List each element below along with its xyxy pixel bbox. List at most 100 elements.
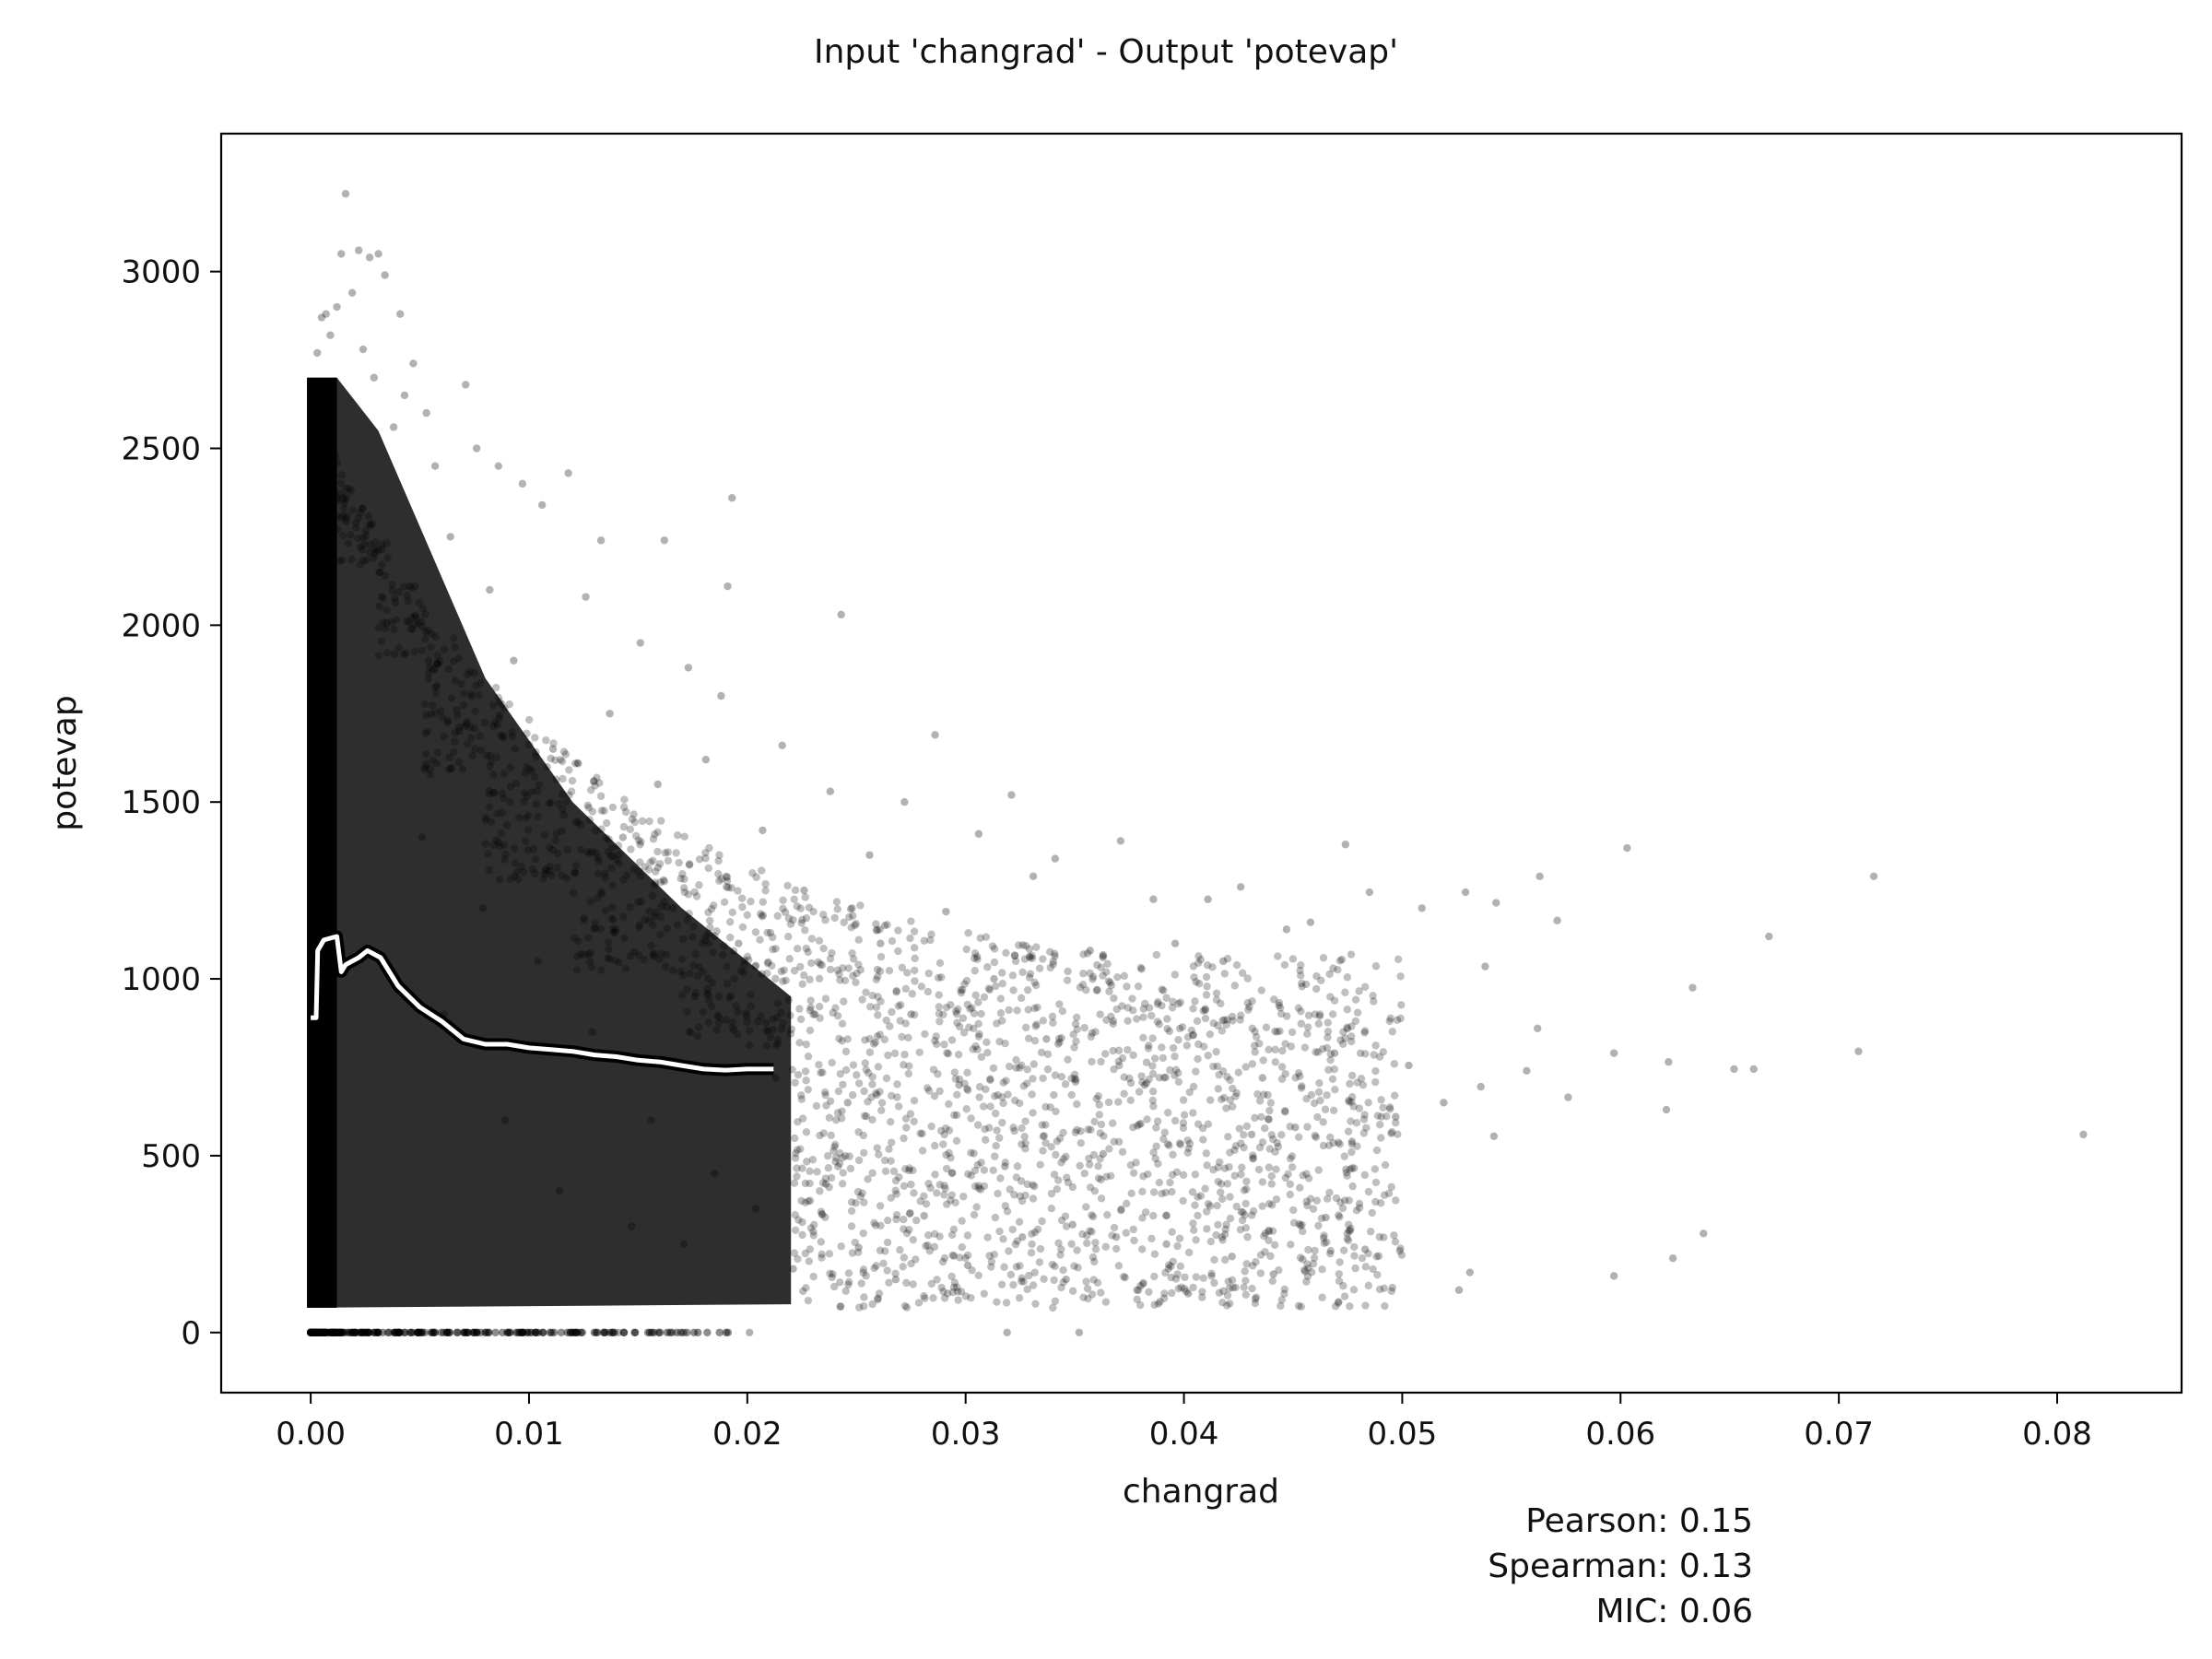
scatter-point: [310, 516, 319, 524]
scatter-point: [308, 492, 317, 501]
zero-value-point: [643, 1328, 653, 1336]
scatter-point: [320, 494, 329, 502]
scatter-point: [726, 933, 735, 942]
scatter-point: [1296, 966, 1304, 975]
zero-value-point: [307, 1328, 315, 1336]
scatter-point: [1218, 1232, 1226, 1241]
scatter-point: [832, 1116, 841, 1124]
scatter-point: [1241, 1267, 1249, 1276]
scatter-point: [1076, 983, 1085, 992]
scatter-point: [313, 348, 322, 358]
zero-value-point: [694, 1328, 702, 1336]
zero-value-point: [453, 1328, 461, 1336]
scatter-point: [1194, 1211, 1202, 1220]
scatter-point: [307, 478, 315, 487]
scatter-point: [1369, 1265, 1377, 1274]
scatter-point: [326, 494, 335, 502]
scatter-point: [854, 960, 863, 969]
scatter-point: [758, 866, 766, 875]
scatter-point: [311, 459, 320, 467]
scatter-point: [703, 974, 712, 982]
scatter-point: [1258, 1074, 1267, 1082]
scatter-point: [1011, 957, 1020, 966]
scatter-point: [316, 505, 325, 513]
scatter-point: [606, 710, 614, 718]
scatter-point: [1191, 1201, 1199, 1209]
scatter-point: [963, 1251, 972, 1260]
scatter-point: [1093, 1278, 1102, 1287]
scatter-point: [1324, 1028, 1333, 1036]
scatter-point: [872, 926, 881, 935]
scatter-point: [1391, 1238, 1400, 1246]
scatter-point: [998, 980, 1006, 988]
scatter-point: [957, 1288, 966, 1296]
scatter-point: [1489, 1132, 1499, 1141]
scatter-point: [1345, 1220, 1353, 1229]
scatter-point: [1097, 1120, 1106, 1129]
scatter-point: [1282, 925, 1291, 934]
scatter-point: [833, 905, 841, 913]
zero-value-point: [373, 1328, 382, 1336]
scatter-point: [1280, 960, 1289, 970]
zero-value-point: [308, 1328, 316, 1336]
scatter-point: [497, 731, 505, 740]
scatter-point: [615, 851, 623, 859]
scatter-point: [1286, 1180, 1294, 1189]
scatter-point: [344, 539, 353, 548]
scatter-point: [796, 904, 805, 912]
scatter-point: [680, 888, 689, 897]
scatter-point: [756, 910, 765, 918]
scatter-point: [876, 925, 884, 934]
scatter-point: [1084, 1125, 1092, 1134]
scatter-point: [1375, 1285, 1384, 1294]
x-tick-label: 0.01: [494, 1416, 564, 1453]
scatter-point: [958, 1217, 966, 1225]
scatter-point: [940, 1182, 948, 1190]
scatter-point: [1360, 1245, 1370, 1253]
scatter-point: [1238, 1163, 1246, 1171]
zero-value-point: [430, 1328, 439, 1336]
scatter-point: [1114, 1046, 1124, 1054]
scatter-point: [1163, 1015, 1171, 1023]
scatter-point: [932, 1032, 940, 1041]
scatter-point: [1355, 1199, 1364, 1208]
scatter-point: [990, 1251, 998, 1259]
scatter-point: [393, 616, 401, 624]
scatter-point: [1228, 1276, 1237, 1285]
x-axis-label: changrad: [1123, 1473, 1279, 1511]
scatter-point: [1248, 1211, 1256, 1219]
scatter-point: [1051, 1297, 1060, 1305]
scatter-point: [1124, 1004, 1133, 1012]
scatter-point: [1609, 1049, 1618, 1057]
scatter-point: [790, 1179, 799, 1187]
scatter-point: [1017, 1277, 1026, 1286]
scatter-point: [1031, 1300, 1040, 1308]
scatter-point: [901, 1019, 910, 1028]
scatter-point: [1191, 997, 1199, 1006]
scatter-point: [862, 988, 870, 996]
zero-value-point: [523, 1328, 532, 1336]
scatter-point: [798, 980, 806, 988]
scatter-point: [963, 1261, 972, 1270]
scatter-point: [1010, 951, 1019, 960]
scatter-point: [652, 908, 660, 917]
zero-value-point: [339, 1328, 348, 1336]
scatter-point: [1015, 941, 1023, 949]
scatter-point: [1032, 1020, 1041, 1029]
y-tick-label: 2500: [121, 431, 201, 468]
scatter-point: [1175, 1234, 1184, 1242]
zero-value-point: [370, 1328, 378, 1336]
scatter-point: [1179, 1171, 1188, 1179]
scatter-point: [652, 867, 660, 876]
mic-stat: MIC: 0.06: [1595, 1593, 1753, 1630]
scatter-point: [905, 1226, 913, 1234]
zero-value-point: [663, 1328, 672, 1336]
scatter-point: [914, 1299, 924, 1307]
scatter-point: [491, 683, 500, 692]
scatter-point: [876, 1030, 884, 1039]
zero-value-point: [485, 1328, 493, 1336]
scatter-point: [1107, 981, 1116, 990]
scatter-point: [1012, 1173, 1021, 1182]
scatter-point: [1189, 1082, 1198, 1091]
scatter-point: [1249, 1155, 1257, 1163]
